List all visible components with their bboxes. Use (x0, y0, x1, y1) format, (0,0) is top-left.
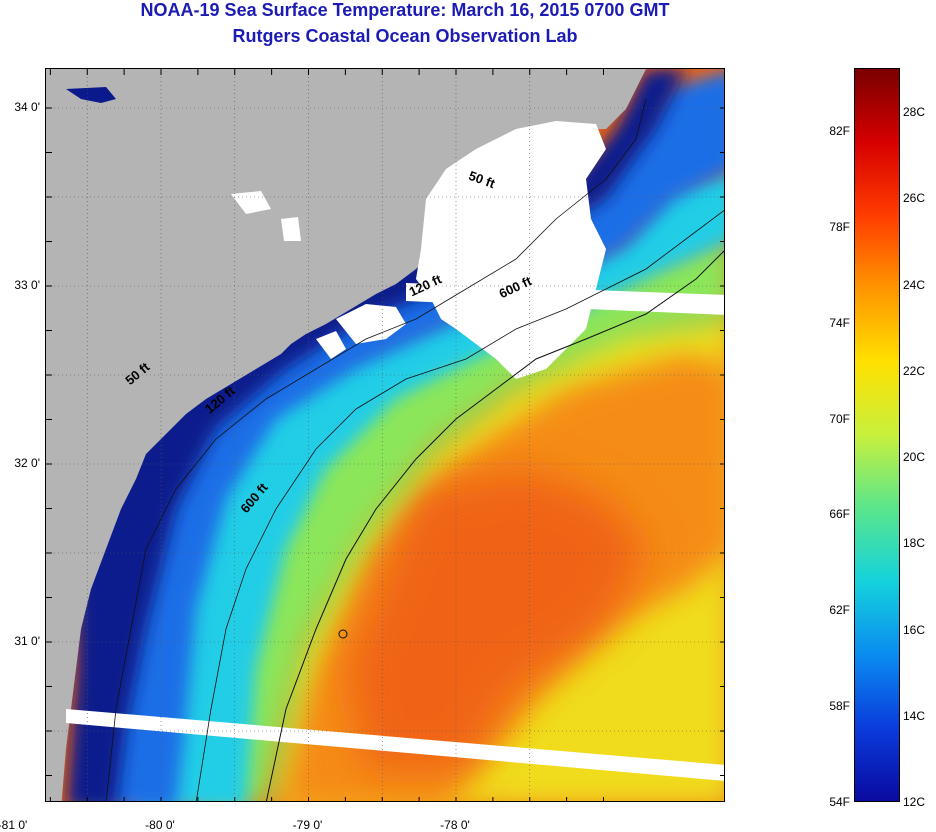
inland-water-1 (66, 87, 116, 103)
colorbar-celsius-label: 20C (903, 450, 926, 464)
colorbar-fahrenheit-label: 74F (829, 315, 850, 330)
latitude-label: 31 0' (14, 634, 40, 648)
colorbar-fahrenheit-label: 54F (829, 795, 850, 809)
colorbar-celsius-label: 24C (903, 277, 926, 292)
colorbar-fahrenheit-label: 58F (829, 699, 850, 714)
cloud-cover-inland-2 (281, 217, 301, 241)
gulf-stream-core-warmest (346, 469, 646, 769)
temperature-colorbar (854, 68, 900, 802)
colorbar-celsius-label: 14C (903, 708, 926, 723)
shelf-cyan-region (137, 172, 724, 801)
swath-gap-south (66, 709, 724, 781)
longitude-label: -81 0' (0, 818, 28, 832)
colorbar-celsius-label: 26C (903, 191, 926, 206)
sst-map: 50 ft 120 ft 600 ft 50 ft 120 ft 600 ft (45, 68, 725, 802)
map-subtitle: Rutgers Coastal Ocean Observation Lab (232, 26, 578, 46)
frame-ticks (46, 69, 724, 801)
isobath-600ft (265, 250, 724, 801)
longitude-label: -79 0' (292, 818, 323, 832)
colorbar-fahrenheit-label: 82F (829, 124, 850, 138)
isobath-120ft (195, 210, 724, 801)
isobath-50ft (105, 98, 647, 801)
reference-marker (338, 629, 348, 639)
latitude-label: 33 0' (14, 278, 40, 292)
colorbar-celsius-label: 12C (903, 795, 926, 809)
colorbar-celsius-label: 18C (903, 536, 926, 551)
colorbar-celsius-label: 28C (903, 105, 926, 119)
swath-gap-north (406, 283, 724, 315)
graticule (46, 69, 724, 801)
colorbar-celsius-label: 22C (903, 363, 926, 378)
cloud-cover-2 (336, 304, 406, 344)
colorbar-fahrenheit-label: 70F (829, 411, 850, 426)
cloud-cover-3 (316, 331, 346, 359)
colorbar-fahrenheit-label: 78F (829, 219, 850, 234)
cloud-cover-north (416, 121, 606, 379)
latitude-label: 34 0' (14, 100, 40, 114)
land-mass (46, 69, 646, 801)
map-title: NOAA-19 Sea Surface Temperature: March 1… (140, 0, 670, 20)
colorbar-celsius-label: 16C (903, 622, 926, 637)
cloud-cover-inland-1 (231, 191, 271, 214)
cold-coastal-band (66, 69, 686, 801)
colorbar-fahrenheit-label: 66F (829, 507, 850, 522)
longitude-label: -80 0' (145, 818, 175, 832)
longitude-label: -78 0' (440, 818, 470, 832)
latitude-label: 32 0' (14, 456, 40, 470)
colorbar-fahrenheit-label: 62F (829, 603, 850, 618)
